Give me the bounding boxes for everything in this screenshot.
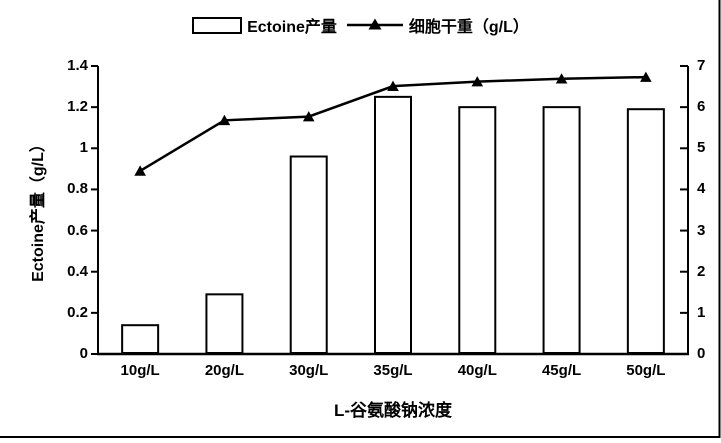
bar [542, 106, 581, 355]
x-axis-title: L-谷氨酸钠浓度 [333, 401, 453, 420]
left-axis-tick-label: 1.4 [67, 57, 88, 74]
right-axis-tick-label: 6 [697, 98, 706, 116]
bar [626, 108, 665, 354]
bar [458, 106, 497, 355]
x-category-label: 30g/L [289, 362, 329, 379]
x-category-label: 35g/L [373, 362, 413, 379]
legend-label-ectoine: Ectoine产量 [247, 19, 337, 36]
left-axis-title: Ectoine产量（g/L） [30, 136, 47, 282]
left-axis-tick-label: 0.8 [67, 180, 88, 198]
x-category-label: 45g/L [541, 362, 582, 379]
bar [205, 293, 244, 355]
right-axis-tick-label: 2 [697, 262, 706, 280]
x-category-label: 50g/L [626, 362, 666, 379]
line-marker-triangle-icon [640, 71, 652, 82]
line-marker-triangle-icon [218, 114, 231, 126]
line-marker-triangle-icon [134, 165, 146, 176]
left-axis-tick-label: 1 [79, 139, 88, 157]
legend-bar-swatch-icon [192, 16, 243, 34]
left-axis-tick-label: 0.6 [67, 221, 88, 239]
left-axis-tick-label: 0.2 [67, 303, 88, 321]
line-marker-triangle-icon [471, 76, 484, 87]
line-marker-triangle-icon [387, 80, 399, 91]
chart-legend: Ectoine产量 细胞干重（g/L） [0, 13, 721, 37]
right-axis-tick-label: 0 [697, 345, 706, 362]
legend-label-cell-dry-weight: 细胞干重（g/L） [408, 19, 529, 36]
right-axis-tick-label: 3 [697, 221, 706, 239]
legend-item-ectoine: Ectoine产量 [192, 13, 337, 37]
bar [374, 95, 412, 354]
right-axis-tick-label: 4 [697, 180, 706, 198]
left-axis-tick-label: 0 [79, 345, 88, 362]
x-category-label: 20g/L [204, 362, 245, 379]
line-marker-triangle-icon [555, 73, 568, 84]
legend-item-cell-dry-weight: 细胞干重（g/L） [346, 13, 529, 37]
bar [121, 324, 160, 355]
line-marker-triangle-icon [302, 111, 315, 122]
legend-line-triangle-icon [346, 18, 403, 30]
right-axis-tick-label: 7 [697, 57, 706, 74]
x-category-label: 10g/L [120, 362, 160, 379]
right-axis-tick-label: 1 [697, 303, 706, 321]
right-axis-tick-label: 5 [697, 139, 706, 157]
left-axis-tick-label: 0.4 [67, 262, 88, 280]
x-category-label: 40g/L [457, 362, 497, 379]
left-axis-tick-label: 1.2 [67, 98, 88, 116]
bar [289, 155, 328, 354]
